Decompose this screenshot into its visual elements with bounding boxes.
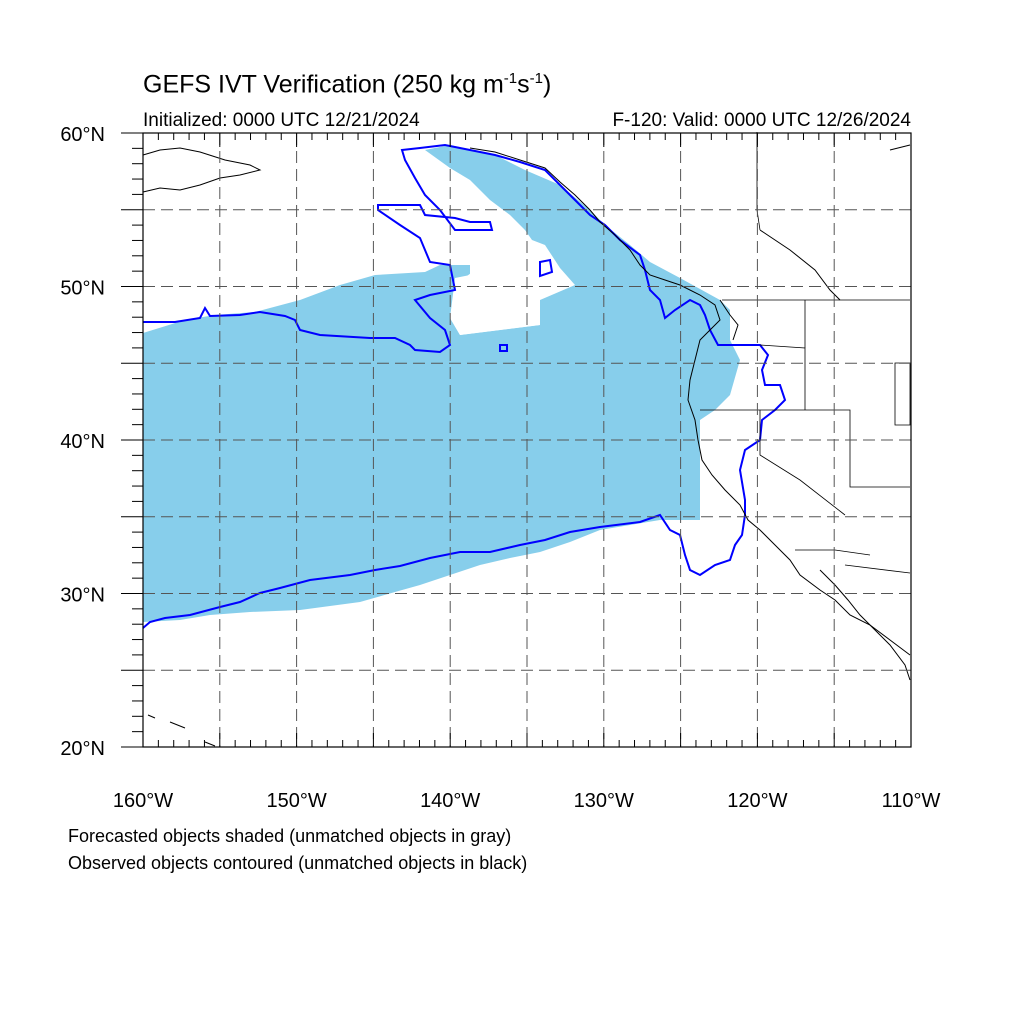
longitude-label: 160°W bbox=[113, 790, 173, 812]
coastlines bbox=[142, 144, 911, 747]
title-text: GEFS IVT Verification (250 kg m bbox=[143, 70, 504, 99]
longitude-label: 120°W bbox=[727, 790, 787, 812]
latitude-label: 40°N bbox=[60, 431, 105, 453]
longitude-label: 140°W bbox=[420, 790, 480, 812]
latitude-label: 60°N bbox=[60, 124, 105, 146]
latitude-label: 50°N bbox=[60, 278, 105, 300]
legend-forecast: Forecasted objects shaded (unmatched obj… bbox=[68, 826, 512, 846]
initialized-label: Initialized: 0000 UTC 12/21/2024 bbox=[143, 110, 420, 131]
legend-observed: Observed objects contoured (unmatched ob… bbox=[68, 853, 528, 873]
map-frame bbox=[142, 132, 912, 748]
observed-contour-small bbox=[539, 258, 554, 278]
axis-ticks bbox=[121, 132, 912, 748]
latitude-label: 20°N bbox=[60, 738, 105, 760]
longitude-label: 110°W bbox=[882, 790, 941, 812]
longitude-label: 130°W bbox=[574, 790, 634, 812]
forecast-gap bbox=[450, 265, 540, 335]
latitude-labels: 20°N 30°N 40°N 50°N 60°N bbox=[60, 124, 105, 760]
title-unit-s: s bbox=[517, 70, 530, 99]
title-exponent-1: -1 bbox=[503, 70, 518, 87]
observed-contour-dot bbox=[499, 344, 508, 352]
map-title: GEFS IVT Verification (250 kg m-1s-1) bbox=[143, 70, 551, 99]
title-exponent-2: -1 bbox=[529, 70, 543, 87]
title-close: ) bbox=[542, 70, 552, 99]
latitude-label: 30°N bbox=[60, 585, 105, 607]
longitude-label: 150°W bbox=[266, 790, 326, 812]
valid-time-label: F-120: Valid: 0000 UTC 12/26/2024 bbox=[612, 110, 911, 131]
graticule bbox=[143, 133, 911, 747]
longitude-labels: 160°W 150°W 140°W 130°W 120°W 110°W bbox=[113, 790, 941, 812]
forecast-object-shaded bbox=[143, 145, 740, 622]
